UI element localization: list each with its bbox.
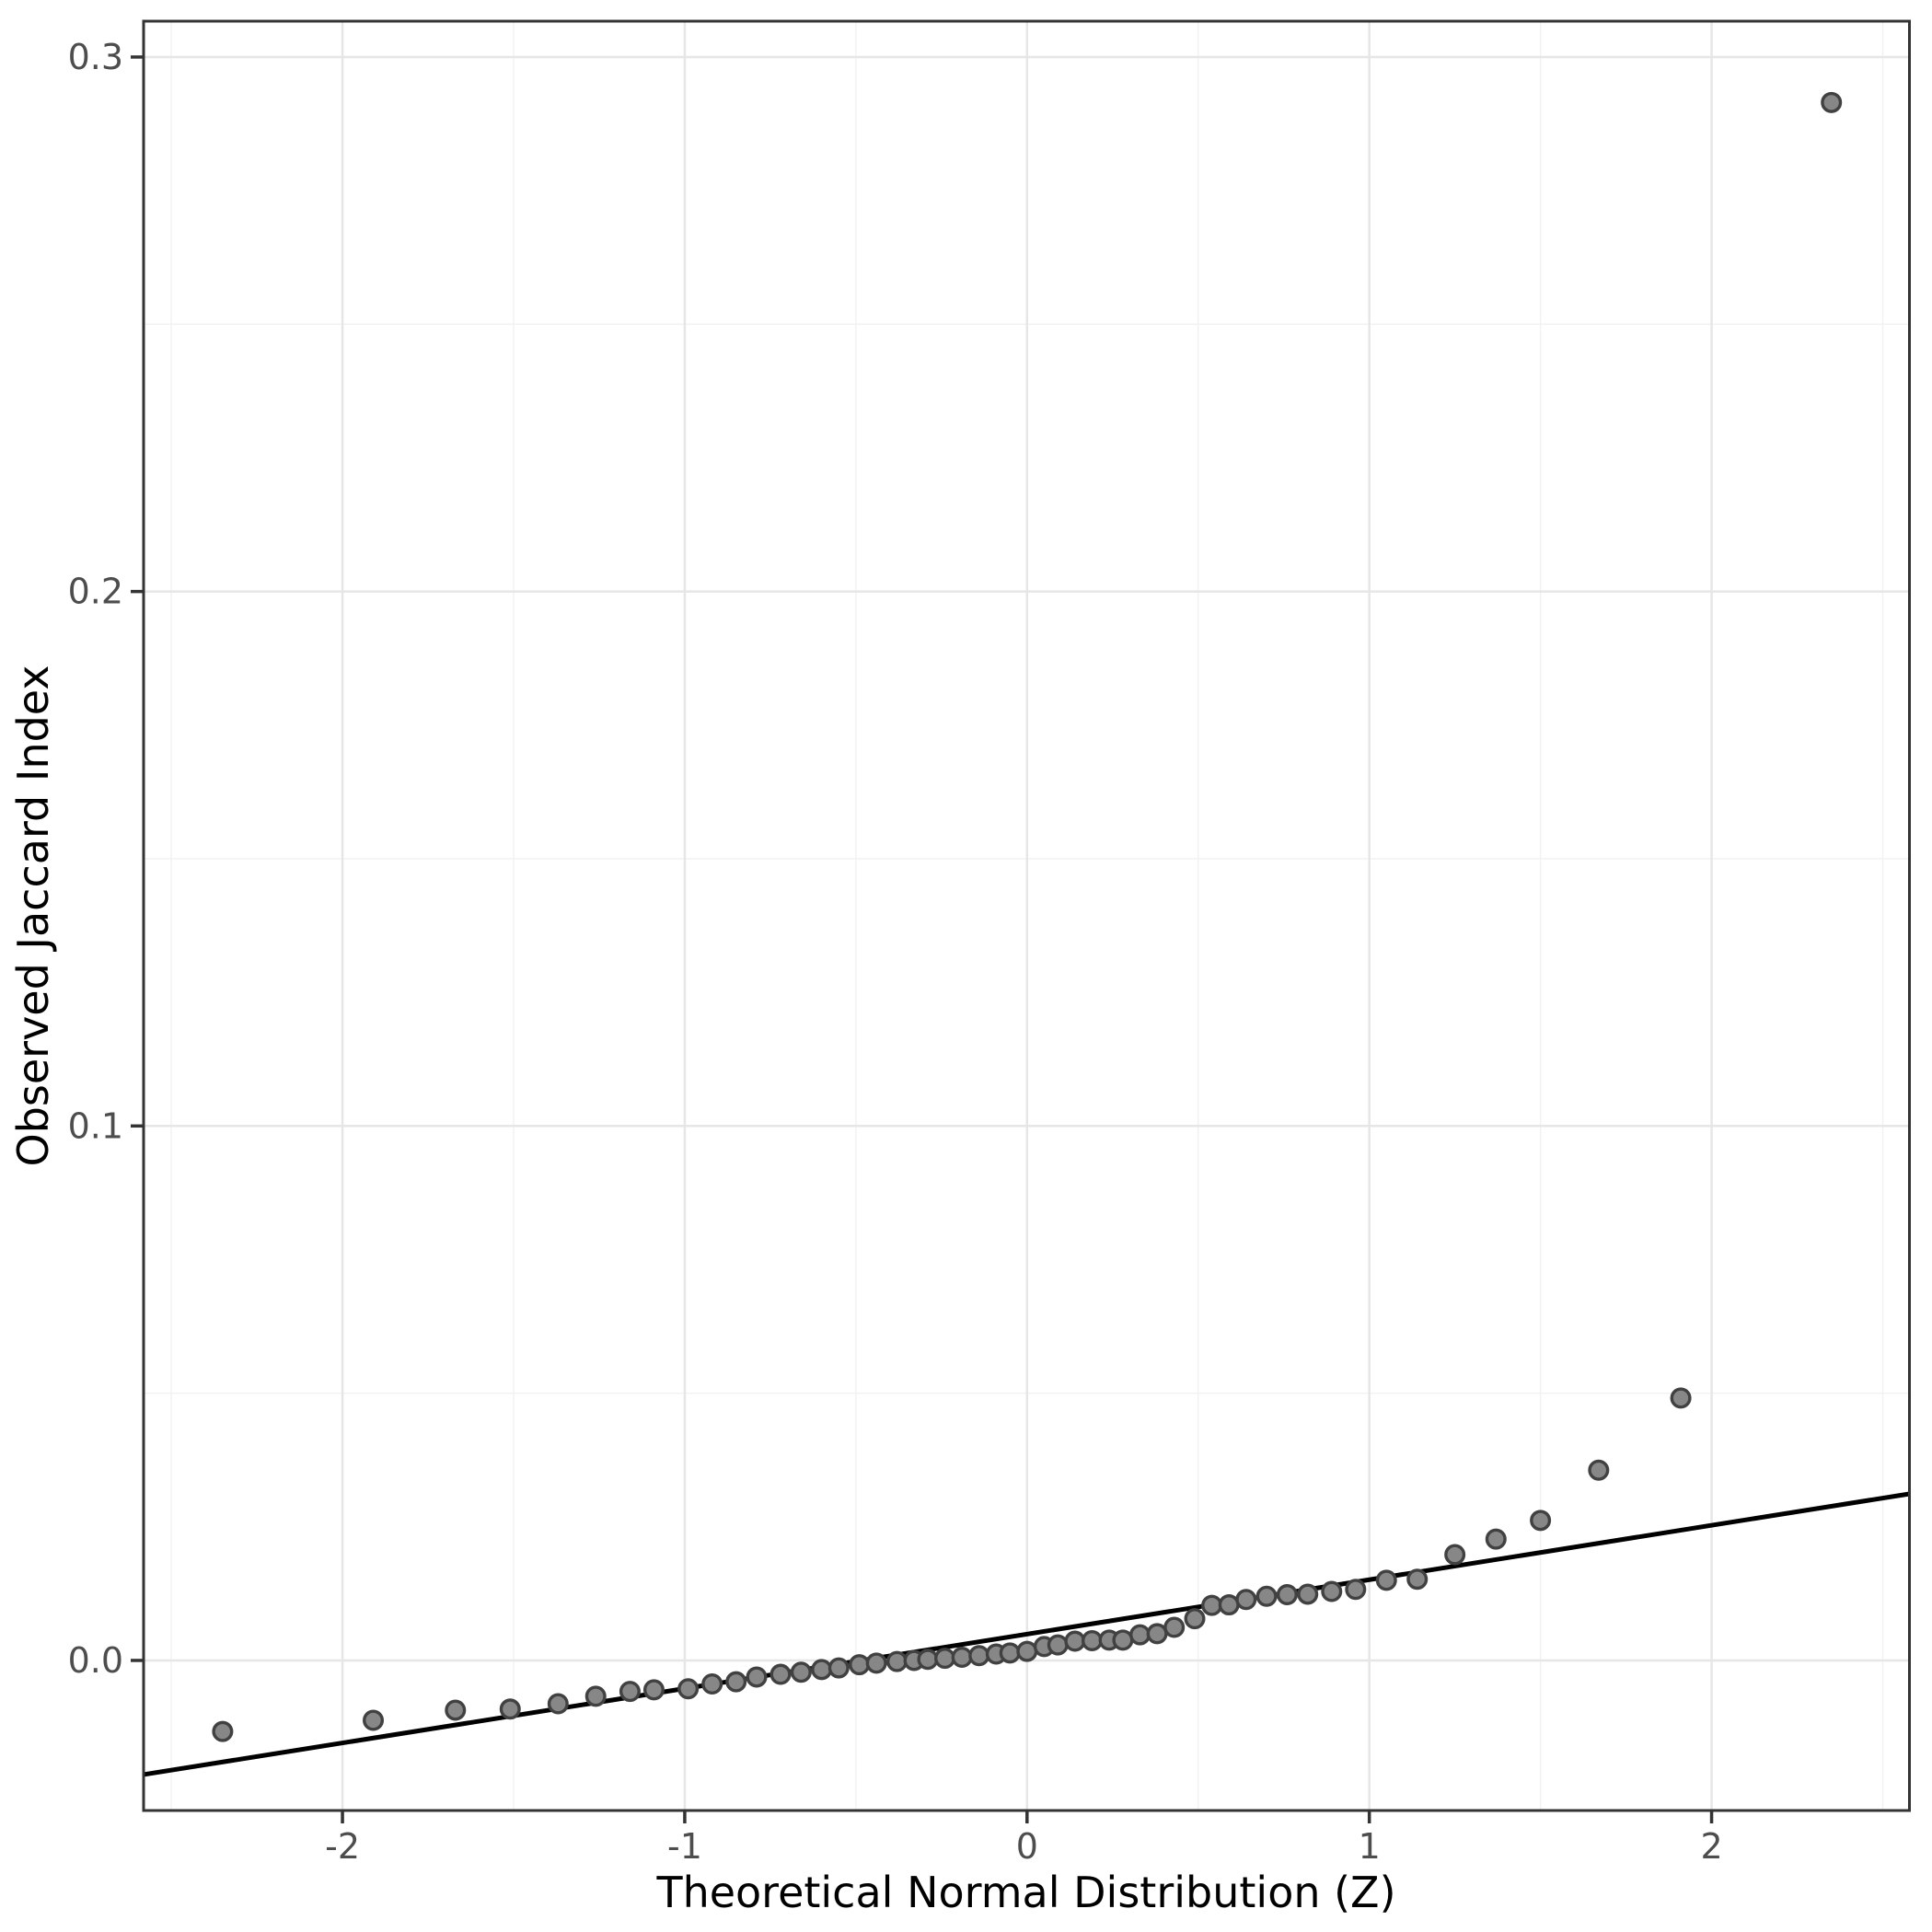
reference-line: [143, 1491, 1910, 1777]
data-point: [677, 1678, 700, 1700]
data-point: [769, 1663, 792, 1685]
data-point: [1297, 1583, 1319, 1605]
y-axis-title: Observed Jaccard Index: [8, 665, 58, 1166]
data-point: [746, 1666, 768, 1688]
data-point: [1375, 1569, 1397, 1591]
data-point: [725, 1671, 747, 1693]
data-point: [1163, 1616, 1186, 1638]
data-point: [1321, 1580, 1343, 1602]
data-point: [827, 1657, 850, 1679]
data-point: [1081, 1629, 1103, 1651]
data-point: [1406, 1568, 1429, 1591]
data-point: [968, 1645, 990, 1667]
x-tick-label: 0: [1016, 1826, 1038, 1867]
data-point: [999, 1642, 1021, 1664]
data-point: [1444, 1544, 1466, 1566]
data-point: [1112, 1629, 1134, 1651]
y-tick-label: 0.1: [68, 1105, 123, 1146]
data-point: [499, 1698, 521, 1720]
data-point: [1821, 91, 1843, 113]
data-point: [1047, 1634, 1069, 1656]
data-point: [1588, 1459, 1610, 1481]
data-point: [363, 1709, 385, 1731]
data-point: [1146, 1623, 1168, 1645]
data-point: [790, 1661, 812, 1683]
data-point: [1276, 1584, 1298, 1606]
plot-panel: -2 -1 0 1 2 0.0 0.1 0.2 0.3: [68, 19, 1911, 1867]
data-point: [917, 1649, 939, 1671]
data-point: [1530, 1510, 1552, 1532]
data-point: [885, 1650, 908, 1672]
data-point: [951, 1646, 973, 1668]
x-tick-label: 2: [1700, 1826, 1722, 1867]
data-point: [1016, 1640, 1038, 1662]
data-point: [584, 1685, 607, 1707]
x-tick-label: -2: [325, 1826, 360, 1867]
data-point: [212, 1720, 234, 1742]
y-tick-label: 0.3: [68, 37, 123, 77]
x-axis-title: Theoretical Normal Distribution (Z): [655, 1868, 1395, 1917]
y-tick-label: 0.0: [68, 1640, 123, 1681]
data-point: [934, 1648, 956, 1670]
data-point: [1345, 1579, 1367, 1601]
data-point: [865, 1652, 887, 1674]
data-point: [1218, 1594, 1240, 1616]
y-tick-label: 0.2: [68, 572, 123, 612]
data-point: [1129, 1624, 1151, 1646]
data-point: [1235, 1589, 1257, 1611]
data-point: [1485, 1528, 1507, 1550]
x-tick-label: -1: [667, 1826, 702, 1867]
data-point: [445, 1699, 467, 1721]
data-point: [701, 1672, 723, 1695]
data-point: [1184, 1608, 1206, 1630]
data-point: [1201, 1594, 1223, 1616]
data-point: [1255, 1585, 1278, 1607]
data-point: [811, 1659, 833, 1681]
data-point: [547, 1693, 569, 1715]
data-point: [1064, 1630, 1086, 1652]
data-point: [1670, 1387, 1692, 1409]
data-point: [619, 1681, 641, 1703]
data-point: [849, 1654, 871, 1676]
x-tick-label: 1: [1359, 1826, 1381, 1867]
data-point: [642, 1679, 665, 1701]
